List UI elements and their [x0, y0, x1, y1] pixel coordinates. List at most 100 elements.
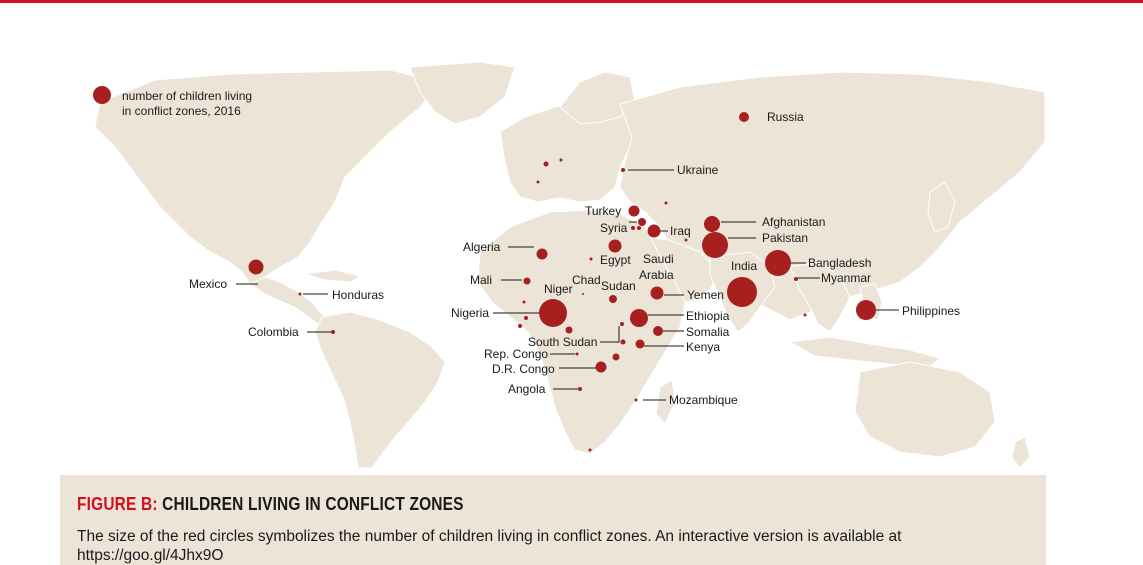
label-egypt: Egypt: [600, 253, 631, 267]
label-colombia: Colombia: [248, 325, 299, 339]
circle-myanmar: [794, 277, 798, 281]
top-accent-rule: [0, 0, 1143, 3]
label-south-sudan: South Sudan: [528, 335, 597, 349]
label-syria: Syria: [600, 221, 628, 235]
land-new-zealand: [1011, 436, 1031, 468]
circle-burundi: [612, 353, 620, 361]
land-japan: [927, 181, 956, 233]
label-mexico: Mexico: [189, 277, 227, 291]
country-labels: Russia Ukraine Turkey Syria Iraq Afghani…: [189, 110, 960, 407]
circle-colombia: [331, 330, 335, 334]
land-greenland: [409, 62, 516, 125]
land-australia: [854, 361, 996, 458]
label-yemen: Yemen: [687, 288, 724, 302]
circle-caucasus: [664, 201, 668, 205]
label-saudi-line-1: Saudi: [643, 252, 674, 266]
leader-lines: [236, 169, 899, 401]
label-chad: Chad: [572, 273, 601, 287]
label-kenya: Kenya: [686, 340, 720, 354]
figure-title: FIGURE B: CHILDREN LIVING IN CONFLICT ZO…: [77, 494, 464, 515]
circle-thailand: [803, 313, 807, 317]
circle-iraq: [647, 224, 661, 238]
land-africa: [477, 209, 686, 455]
label-somalia: Somalia: [686, 325, 730, 339]
label-philippines: Philippines: [902, 304, 960, 318]
label-russia: Russia: [767, 110, 804, 124]
circle-south-sudan: [620, 339, 626, 345]
label-india: India: [731, 259, 757, 273]
circle-yemen: [650, 286, 664, 300]
circle-rep-congo: [575, 352, 579, 356]
circle-nigeria: [539, 299, 567, 327]
legend-line-1: number of children living: [122, 89, 252, 103]
circle-mexico: [248, 259, 264, 275]
circle-philippines: [856, 300, 876, 320]
circle-somalia: [653, 326, 663, 336]
circle-burkina: [522, 300, 526, 304]
label-nigeria: Nigeria: [451, 306, 489, 320]
circle-afghanistan: [704, 216, 720, 232]
land-masses: [94, 62, 1046, 468]
circle-india: [727, 277, 757, 307]
circle-ivory-coast: [518, 324, 522, 328]
label-honduras: Honduras: [332, 288, 384, 302]
label-iraq: Iraq: [670, 224, 691, 238]
label-bangladesh: Bangladesh: [808, 256, 871, 270]
figure-prefix: FIGURE B:: [77, 494, 158, 514]
circle-israel: [637, 226, 641, 230]
land-indonesia: [788, 336, 942, 368]
circle-syria: [638, 218, 646, 226]
circle-europe-1: [543, 161, 549, 167]
world-map: number of children living in conflict zo…: [93, 62, 1046, 468]
label-ethiopia: Ethiopia: [686, 309, 730, 323]
circle-ethiopia: [630, 309, 648, 327]
figure-title-text: CHILDREN LIVING IN CONFLICT ZONES: [162, 494, 464, 514]
label-pakistan: Pakistan: [762, 231, 808, 245]
circle-honduras: [298, 292, 302, 296]
circle-kenya: [635, 339, 645, 349]
circle-lebanon: [631, 226, 635, 230]
land-caribbean: [304, 269, 362, 283]
leader-south-sudan: [600, 326, 620, 343]
circle-mozambique: [634, 398, 638, 402]
conflict-circles: [248, 112, 876, 452]
legend-line-2: in conflict zones, 2016: [122, 104, 241, 118]
legend-circle: [93, 86, 111, 104]
label-saudi-line-2: Arabia: [639, 268, 674, 282]
circle-mali: [523, 277, 531, 285]
circle-russia: [739, 112, 749, 122]
circle-europe-2: [559, 158, 563, 162]
label-mozambique: Mozambique: [669, 393, 738, 407]
circle-pakistan: [702, 232, 728, 258]
circle-saudi-arabia: [684, 238, 688, 242]
circle-egypt: [608, 239, 622, 253]
circle-uganda: [620, 322, 624, 326]
label-myanmar: Myanmar: [821, 271, 871, 285]
circle-ukraine: [621, 168, 625, 172]
land-south-america: [314, 311, 446, 468]
label-angola: Angola: [508, 382, 546, 396]
world-map-panel: number of children living in conflict zo…: [60, 62, 1048, 468]
figure-caption: FIGURE B: CHILDREN LIVING IN CONFLICT ZO…: [60, 475, 1046, 565]
circle-bangladesh: [765, 250, 791, 276]
circle-dr-congo: [595, 361, 607, 373]
circle-angola: [578, 387, 582, 391]
label-ukraine: Ukraine: [677, 163, 719, 177]
land-se-asia: [789, 261, 851, 333]
label-afghanistan: Afghanistan: [762, 215, 825, 229]
circle-iran: [712, 237, 716, 241]
label-rep-congo: Rep. Congo: [484, 347, 548, 361]
circle-car: [565, 326, 573, 334]
circle-libya: [589, 257, 593, 261]
label-turkey: Turkey: [585, 204, 621, 218]
label-sudan: Sudan: [601, 279, 636, 293]
circle-west-africa: [524, 316, 528, 320]
circle-europe-3: [536, 180, 540, 184]
circle-algeria: [536, 248, 548, 260]
circle-sudan: [609, 295, 617, 303]
land-central-america: [248, 276, 332, 325]
label-dr-congo: D.R. Congo: [492, 362, 555, 376]
legend: number of children living in conflict zo…: [93, 86, 252, 118]
circle-turkey: [628, 205, 640, 217]
figure-description: The size of the red circles symbolizes t…: [77, 528, 902, 564]
